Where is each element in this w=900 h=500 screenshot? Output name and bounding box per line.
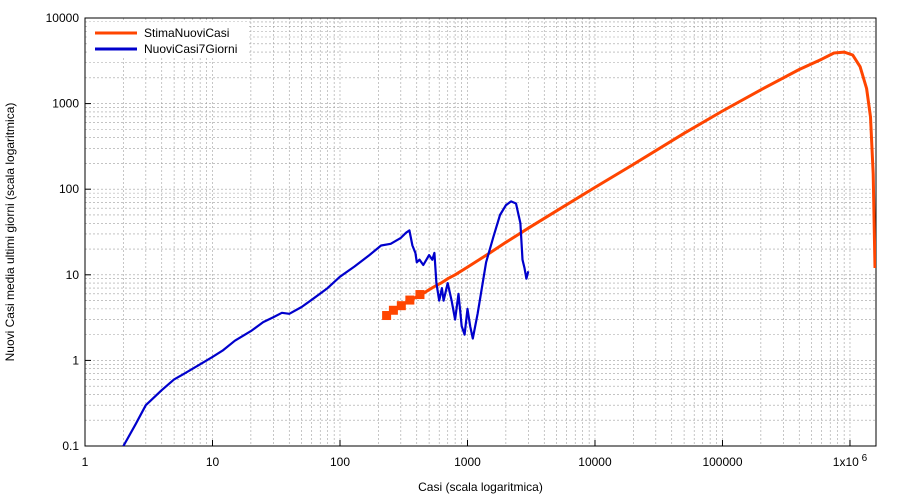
x-tick-label: 10000 bbox=[578, 455, 612, 469]
y-tick-label: 100 bbox=[59, 182, 79, 196]
legend-label-nuovicasi7giorni: NuoviCasi7Giorni bbox=[144, 42, 237, 56]
x-tick-label: 100000 bbox=[702, 455, 742, 469]
y-tick-label: 0.1 bbox=[62, 439, 79, 453]
series-line-nuovicasi7giorni bbox=[122, 200, 530, 446]
series-marker-stima bbox=[396, 301, 406, 311]
series-marker-stima bbox=[388, 305, 398, 315]
x-tick-label: 1 bbox=[82, 455, 89, 469]
legend-box bbox=[89, 22, 249, 58]
plot-frame bbox=[84, 17, 877, 447]
x-tick-label: 10 bbox=[206, 455, 220, 469]
series-marker-stima bbox=[405, 295, 415, 305]
x-tick-label: 1000 bbox=[454, 455, 481, 469]
series-layer bbox=[122, 50, 876, 446]
y-tick-label: 1 bbox=[72, 353, 79, 367]
grid bbox=[84, 17, 876, 447]
y-tick-label: 10000 bbox=[46, 11, 80, 25]
x-axis-label: Casi (scala logaritmica) bbox=[418, 480, 543, 494]
series-line-stimanuovicasi bbox=[385, 50, 876, 318]
y-tick-label: 10 bbox=[66, 268, 80, 282]
series-marker-stima bbox=[415, 290, 425, 300]
legend: StimaNuoviCasi NuoviCasi7Giorni bbox=[89, 22, 249, 58]
x-tick-label: 1x10 6 bbox=[833, 453, 868, 469]
axis-ticks: 1 10 100 1000 10000 100000 1x10 60.11101001000… bbox=[46, 11, 868, 469]
y-tick-label: 1000 bbox=[52, 97, 79, 111]
series-marker-stima bbox=[382, 311, 392, 321]
y-axis-label: Nuovi Casi media ultimi giorni (scala lo… bbox=[3, 103, 17, 362]
x-tick-label: 100 bbox=[330, 455, 350, 469]
legend-label-stima: StimaNuoviCasi bbox=[144, 26, 229, 40]
